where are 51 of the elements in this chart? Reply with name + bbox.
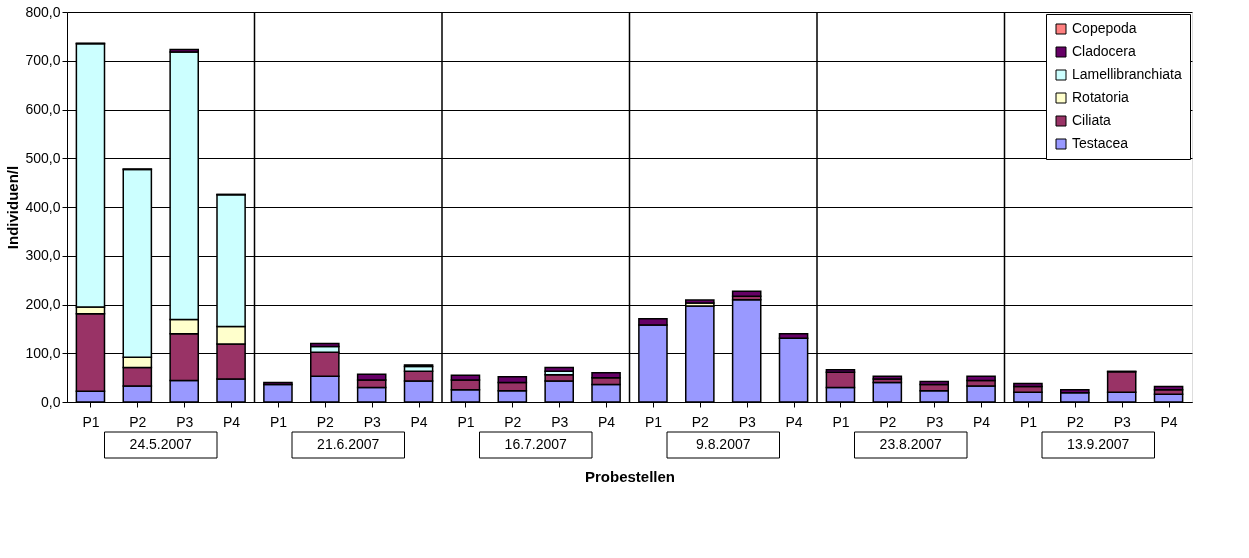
y-tick-label: 100,0	[25, 344, 61, 361]
legend-label: Ciliata	[1072, 112, 1112, 128]
bar	[872, 375, 903, 380]
y-axis-title: Individuen/l	[4, 165, 22, 250]
x-tick-label: P2	[316, 413, 335, 430]
x-tick-label: P4	[223, 413, 241, 430]
x-tick-label: P1	[457, 413, 475, 430]
y-tick-label: 400,0	[25, 198, 61, 215]
y-tick-label: 700,0	[25, 52, 61, 69]
bar	[1153, 385, 1184, 391]
text: 16.7.2007	[504, 436, 568, 452]
x-tick-label: P3	[551, 413, 569, 430]
legend-label: Testacea	[1072, 135, 1129, 151]
x-tick-label: P2	[879, 413, 897, 430]
x-tick-label: P2	[1066, 413, 1085, 430]
y-tick-label: 300,0	[25, 247, 61, 264]
x-tick-label: P3	[738, 413, 756, 430]
text: 24.5.2007	[129, 436, 193, 452]
x-tick-label: P3	[1113, 413, 1131, 430]
y-tick-label: 0,0	[41, 393, 61, 410]
x-tick-label: P2	[129, 413, 147, 430]
x-tick-label: P1	[82, 413, 100, 430]
x-tick-label: P4	[973, 413, 991, 430]
x-tick-label: P1	[644, 413, 663, 430]
text: 13.9.2007	[1067, 436, 1130, 452]
x-tick-label: P3	[176, 413, 194, 430]
y-tick-label: 500,0	[25, 149, 61, 166]
legend-label: Lamellibranchiata	[1072, 66, 1182, 82]
bar	[544, 366, 574, 373]
legend-label: Cladocera	[1072, 43, 1137, 59]
x-tick-label: P4	[410, 413, 428, 430]
x-tick-label: P1	[1019, 413, 1038, 430]
y-tick-label: 200,0	[25, 296, 61, 312]
x-tick-label: P1	[269, 413, 288, 430]
x-tick-label: P2	[504, 413, 522, 430]
legend-label: Copepoda	[1072, 20, 1137, 36]
x-tick-label: P3	[363, 413, 381, 430]
x-tick-label: P4	[1160, 413, 1178, 430]
y-tick-label: 800,0	[25, 3, 61, 20]
x-tick-label: P2	[691, 413, 710, 430]
x-axis-title: Probestellen	[584, 467, 676, 485]
x-tick-label: P4	[785, 413, 803, 430]
x-tick-label: P3	[926, 413, 944, 430]
text: 23.8.2007	[879, 436, 943, 452]
text: 21.6.2007	[317, 436, 380, 452]
x-tick-label: P1	[832, 413, 850, 430]
y-tick-label: 600,0	[25, 101, 61, 117]
legend-label: Rotatoria	[1072, 89, 1130, 105]
bar	[731, 290, 762, 297]
x-tick-label: P4	[598, 413, 616, 430]
text: 9.8.2007	[696, 436, 751, 452]
